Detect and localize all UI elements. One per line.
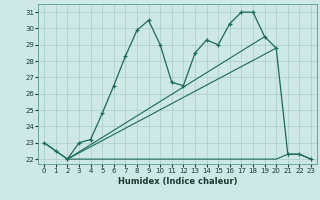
- X-axis label: Humidex (Indice chaleur): Humidex (Indice chaleur): [118, 177, 237, 186]
